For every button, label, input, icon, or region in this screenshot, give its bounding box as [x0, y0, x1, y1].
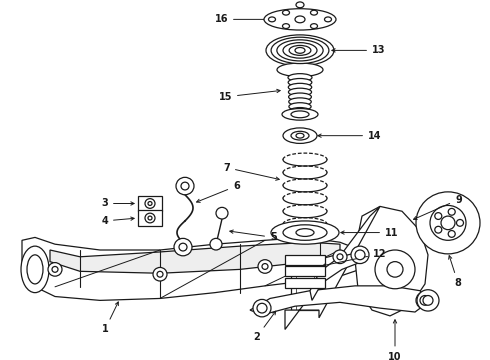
Ellipse shape: [282, 108, 318, 120]
Polygon shape: [285, 278, 325, 288]
Ellipse shape: [296, 229, 314, 237]
Ellipse shape: [266, 35, 334, 66]
Text: 16: 16: [215, 14, 274, 24]
Circle shape: [257, 303, 267, 313]
Circle shape: [258, 260, 272, 273]
Polygon shape: [138, 196, 162, 211]
Text: 10: 10: [388, 320, 402, 360]
Circle shape: [420, 296, 430, 305]
Polygon shape: [310, 252, 362, 300]
Text: 5: 5: [230, 230, 277, 242]
Ellipse shape: [289, 98, 311, 105]
Circle shape: [423, 296, 433, 305]
Text: 2: 2: [253, 311, 276, 342]
Ellipse shape: [296, 2, 304, 8]
Circle shape: [441, 216, 455, 230]
Ellipse shape: [288, 83, 312, 91]
Text: 3: 3: [101, 198, 134, 208]
Circle shape: [210, 238, 222, 250]
Ellipse shape: [289, 88, 312, 96]
Circle shape: [52, 266, 58, 272]
Circle shape: [176, 177, 194, 195]
Circle shape: [417, 290, 439, 311]
Text: 4: 4: [101, 216, 134, 226]
Ellipse shape: [283, 10, 290, 15]
Ellipse shape: [21, 246, 49, 293]
Ellipse shape: [324, 17, 332, 22]
Circle shape: [448, 230, 455, 237]
Circle shape: [148, 202, 152, 206]
Circle shape: [435, 213, 442, 220]
Ellipse shape: [264, 9, 336, 30]
Ellipse shape: [27, 255, 43, 284]
Circle shape: [457, 220, 464, 226]
Ellipse shape: [277, 40, 323, 61]
Ellipse shape: [271, 37, 329, 64]
Ellipse shape: [269, 17, 275, 22]
Circle shape: [145, 199, 155, 208]
Circle shape: [262, 264, 268, 269]
Polygon shape: [285, 266, 325, 276]
Ellipse shape: [289, 93, 312, 101]
Circle shape: [148, 216, 152, 220]
Ellipse shape: [295, 48, 305, 53]
Circle shape: [216, 207, 228, 219]
Polygon shape: [285, 255, 325, 265]
Text: 13: 13: [332, 45, 386, 55]
Text: 11: 11: [341, 228, 398, 238]
Ellipse shape: [283, 225, 327, 240]
Text: 14: 14: [318, 131, 382, 141]
Circle shape: [430, 206, 466, 240]
Text: 12: 12: [323, 249, 387, 267]
Ellipse shape: [289, 103, 311, 111]
Circle shape: [351, 246, 369, 264]
Polygon shape: [22, 237, 360, 300]
Polygon shape: [285, 206, 380, 329]
Circle shape: [153, 267, 167, 281]
Ellipse shape: [291, 111, 309, 118]
Circle shape: [179, 243, 187, 251]
Ellipse shape: [288, 74, 312, 81]
Polygon shape: [355, 206, 428, 316]
Polygon shape: [250, 286, 428, 315]
Polygon shape: [291, 244, 319, 310]
Circle shape: [416, 192, 480, 254]
Circle shape: [333, 250, 347, 264]
Ellipse shape: [289, 108, 311, 115]
Circle shape: [157, 271, 163, 277]
Polygon shape: [50, 242, 340, 273]
Circle shape: [174, 238, 192, 256]
Text: 8: 8: [449, 256, 462, 288]
Ellipse shape: [311, 24, 318, 28]
Text: 7: 7: [223, 163, 279, 180]
Ellipse shape: [283, 128, 317, 143]
Polygon shape: [138, 210, 162, 226]
Circle shape: [387, 262, 403, 277]
Circle shape: [435, 226, 442, 233]
Ellipse shape: [291, 131, 309, 140]
Circle shape: [253, 300, 271, 317]
Circle shape: [145, 213, 155, 223]
Circle shape: [337, 254, 343, 260]
Ellipse shape: [296, 133, 304, 138]
Text: 6: 6: [196, 181, 240, 202]
Ellipse shape: [288, 78, 312, 86]
Ellipse shape: [283, 24, 290, 28]
Ellipse shape: [295, 16, 305, 23]
Text: 9: 9: [414, 195, 462, 220]
Ellipse shape: [271, 221, 339, 244]
Ellipse shape: [277, 63, 323, 77]
Circle shape: [448, 208, 455, 215]
Ellipse shape: [289, 45, 311, 55]
Circle shape: [355, 250, 365, 260]
Circle shape: [375, 250, 415, 289]
Circle shape: [48, 262, 62, 276]
Text: 1: 1: [101, 302, 119, 334]
Ellipse shape: [311, 10, 318, 15]
Ellipse shape: [283, 42, 317, 58]
Circle shape: [181, 182, 189, 190]
Circle shape: [416, 292, 434, 309]
Text: 15: 15: [219, 89, 280, 102]
